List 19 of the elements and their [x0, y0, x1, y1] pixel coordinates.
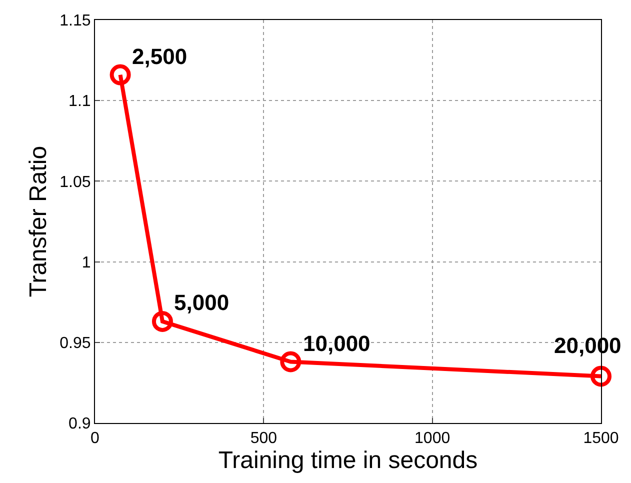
x-tick-label: 1500 — [583, 430, 619, 448]
annotation: 5,000 — [174, 290, 230, 315]
x-axis-title: Training time in seconds — [218, 447, 478, 474]
x-tick-label: 500 — [250, 430, 278, 448]
y-tick-label: 1 — [82, 254, 91, 272]
x-tick-label: 0 — [90, 430, 100, 448]
y-tick-label: 0.95 — [60, 335, 91, 352]
y-tick-label: 1.1 — [68, 93, 91, 110]
y-tick-label: 1.05 — [60, 174, 91, 191]
y-tick-label: 0.9 — [68, 416, 91, 433]
annotation: 10,000 — [303, 331, 370, 356]
annotation: 2,500 — [132, 44, 188, 69]
point — [590, 366, 612, 387]
point — [152, 310, 173, 332]
point — [110, 64, 131, 86]
x-tick-label: 1000 — [414, 430, 450, 448]
y-axis-title: Transfer Ratio — [24, 146, 52, 298]
y-tick-label: 1.15 — [60, 12, 91, 30]
point — [280, 351, 302, 372]
